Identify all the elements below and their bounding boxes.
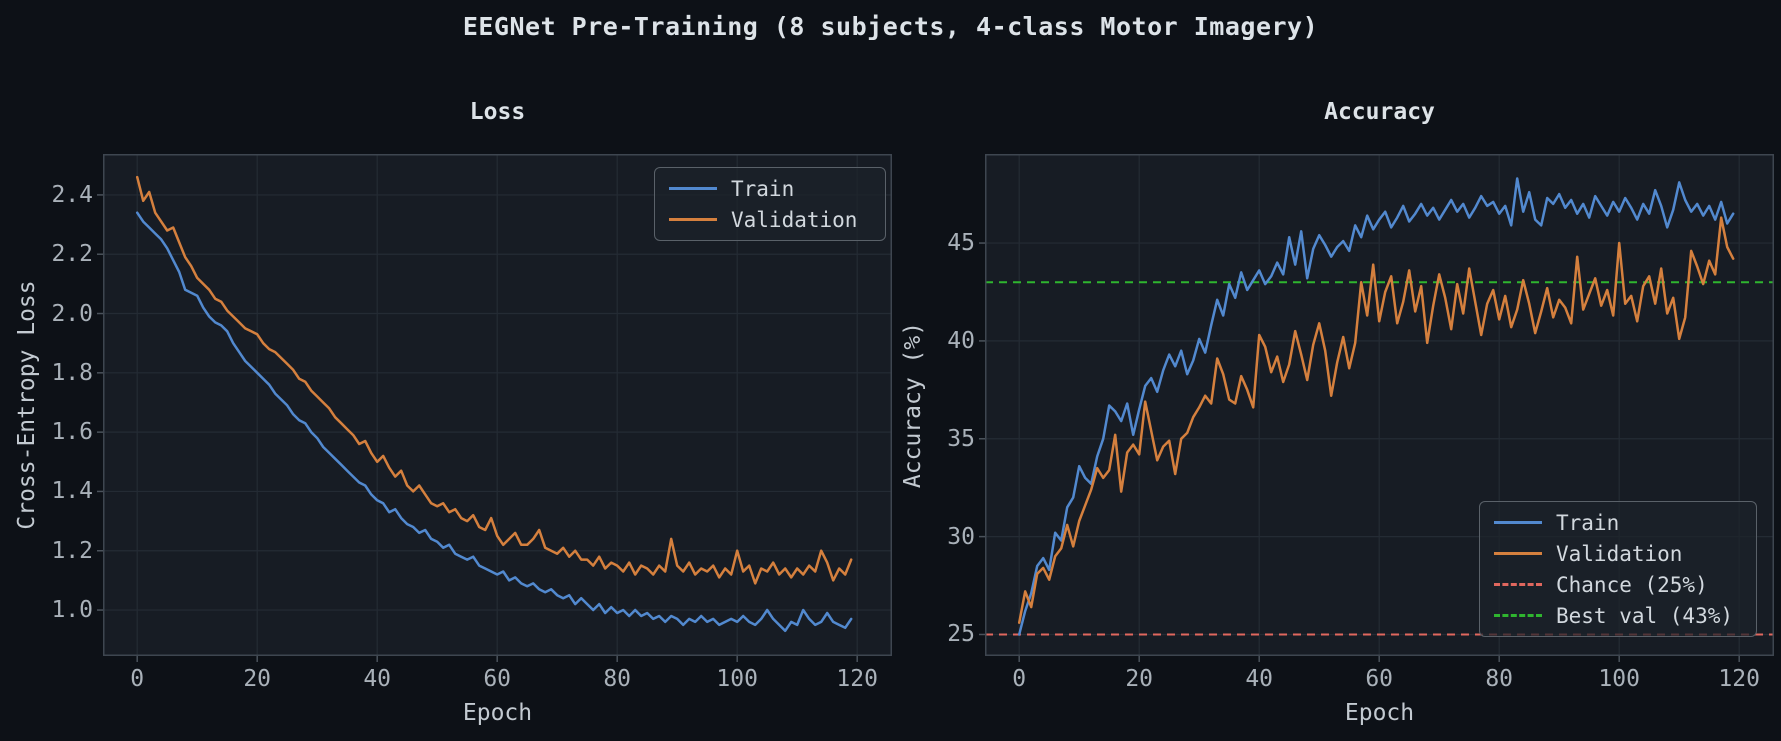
y-tick-label: 40 bbox=[947, 327, 975, 354]
accuracy-x-axis-label: Epoch bbox=[1344, 700, 1415, 726]
x-tick-label: 120 bbox=[1718, 666, 1760, 692]
y-tick-label: 1.8 bbox=[51, 359, 93, 386]
x-tick-label: 40 bbox=[363, 666, 392, 692]
y-tick-label: 1.4 bbox=[51, 478, 93, 505]
legend-entry: Validation bbox=[1494, 538, 1742, 569]
legend-entry-label: Train bbox=[731, 176, 795, 201]
x-tick-label: 80 bbox=[1485, 666, 1514, 692]
legend-line-sample bbox=[669, 218, 717, 221]
legend-entry-label: Validation bbox=[731, 207, 858, 232]
x-tick-label: 80 bbox=[603, 666, 632, 692]
series-line-train bbox=[1017, 177, 1735, 636]
legend-entry-label: Best val (43%) bbox=[1556, 603, 1734, 628]
x-tick-label: 40 bbox=[1245, 666, 1274, 692]
series-line-validation bbox=[1017, 216, 1735, 624]
loss-plot-title: Loss bbox=[469, 99, 526, 125]
loss-legend: Train Validation bbox=[654, 167, 886, 241]
y-tick-label: 45 bbox=[947, 230, 975, 257]
y-tick-label: 2.0 bbox=[51, 300, 93, 327]
x-tick-label: 60 bbox=[1365, 666, 1394, 692]
y-tick-label: 2.2 bbox=[51, 241, 93, 268]
legend-entry-label: Train bbox=[1556, 510, 1620, 535]
x-tick-label: 20 bbox=[1125, 666, 1154, 692]
legend-entry-label: Validation bbox=[1556, 541, 1683, 566]
y-tick-label: 1.0 bbox=[51, 597, 93, 624]
y-tick-label: 30 bbox=[947, 523, 975, 550]
figure-suptitle: EEGNet Pre-Training (8 subjects, 4-class… bbox=[462, 12, 1319, 41]
accuracy-legend: Train Validation Chance (25%) Best val (43%… bbox=[1479, 501, 1757, 637]
x-tick-label: 0 bbox=[1012, 666, 1027, 692]
axes-spine bbox=[985, 154, 1774, 656]
legend-entry: Train bbox=[1494, 507, 1742, 538]
x-tick-label: 60 bbox=[483, 666, 512, 692]
y-tick-label: 2.4 bbox=[51, 181, 93, 208]
legend-entry: Train bbox=[669, 173, 871, 204]
series-line-train bbox=[135, 211, 853, 633]
y-tick-label: 35 bbox=[947, 425, 975, 452]
x-tick-label: 20 bbox=[243, 666, 272, 692]
chart-canvas bbox=[97, 154, 892, 662]
axes-spine bbox=[103, 154, 892, 656]
legend-entry: Chance (25%) bbox=[1494, 569, 1742, 600]
y-tick-label: 1.6 bbox=[51, 419, 93, 446]
y-tick-label: 25 bbox=[947, 621, 975, 648]
legend-line-sample bbox=[1494, 521, 1542, 524]
y-tick-label: 1.2 bbox=[51, 537, 93, 564]
loss-x-axis-label: Epoch bbox=[462, 700, 533, 726]
series-line-validation bbox=[135, 175, 853, 585]
accuracy-plot-title: Accuracy bbox=[1324, 99, 1435, 125]
x-tick-label: 100 bbox=[716, 666, 758, 692]
x-tick-label: 100 bbox=[1598, 666, 1640, 692]
x-tick-label: 120 bbox=[836, 666, 878, 692]
x-tick-label: 0 bbox=[130, 666, 145, 692]
legend-entry-label: Chance (25%) bbox=[1556, 572, 1708, 597]
legend-line-sample bbox=[1494, 552, 1542, 555]
legend-line-sample bbox=[1494, 583, 1542, 586]
legend-line-sample bbox=[669, 187, 717, 190]
legend-entry: Validation bbox=[669, 204, 871, 235]
legend-entry: Best val (43%) bbox=[1494, 600, 1742, 631]
chart-canvas bbox=[979, 154, 1774, 662]
legend-line-sample bbox=[1494, 614, 1542, 617]
